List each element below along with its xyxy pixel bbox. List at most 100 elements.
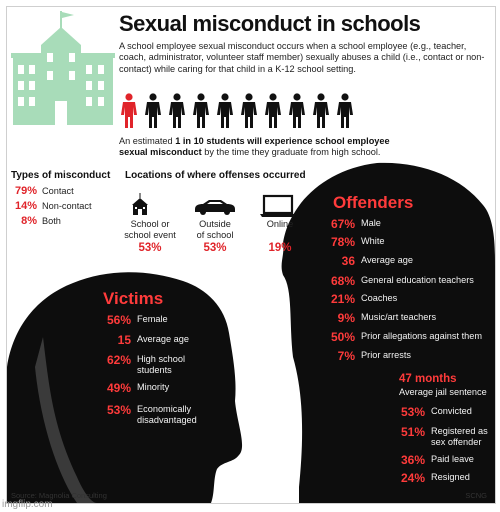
victim-row: 49% Minority xyxy=(93,381,233,411)
jail-value: 47 months xyxy=(399,373,457,385)
victim-label: Minority xyxy=(137,382,170,392)
offender-row: 9% Music/art teachers xyxy=(313,311,493,327)
victim-value: 53% xyxy=(106,403,131,417)
person-icon xyxy=(145,93,161,128)
offender-row: 78% White xyxy=(313,235,493,251)
person-icon xyxy=(169,93,185,128)
infographic: Sexual misconduct in schools A school em… xyxy=(6,6,496,504)
person-icon xyxy=(337,93,353,128)
type-label: Both xyxy=(42,216,61,226)
person-icon xyxy=(241,93,257,128)
offender-label: Prior arrests xyxy=(361,350,412,360)
car-icon xyxy=(195,200,235,215)
outcome-label: Paid leave xyxy=(431,454,474,464)
offender-label: Music/art teachers xyxy=(361,312,437,322)
victim-label: High school students xyxy=(137,354,186,375)
offender-value: 67% xyxy=(330,217,355,231)
location-item: Online 19% xyxy=(249,185,311,265)
location-label: Online xyxy=(266,219,294,229)
outcome-row: 36% Paid leave xyxy=(387,453,495,481)
offender-row: 50% Prior allegations against them xyxy=(313,330,493,346)
offender-row: 68% General education teachers xyxy=(313,274,493,290)
locations-heading: Locations of where offenses occurred xyxy=(125,170,306,181)
type-row: 79% Contact xyxy=(11,185,121,199)
offender-row: 36 Average age xyxy=(313,254,493,270)
victim-value: 56% xyxy=(106,313,131,327)
victim-silhouette xyxy=(7,272,243,503)
people-row xyxy=(119,93,359,131)
types-heading: Types of misconduct xyxy=(11,170,111,181)
watermark: imgflip.com xyxy=(2,499,53,510)
offender-silhouette xyxy=(281,162,495,503)
type-value: 14% xyxy=(14,200,37,212)
person-icon xyxy=(265,93,281,128)
location-value: 53% xyxy=(138,242,162,254)
offender-value: 36 xyxy=(341,254,355,268)
type-row: 8% Both xyxy=(11,215,121,229)
victim-value: 49% xyxy=(106,381,131,395)
school-building-icon xyxy=(11,11,115,125)
victim-row: 53% Economically disadvantaged xyxy=(93,403,233,433)
type-row: 14% Non-contact xyxy=(11,200,121,214)
location-label: school event xyxy=(124,230,176,240)
offender-value: 9% xyxy=(337,311,355,325)
offender-label: General education teachers xyxy=(361,275,474,285)
person-icon xyxy=(217,93,233,128)
offender-label: Prior allegations against them xyxy=(361,331,483,341)
offender-label: Coaches xyxy=(361,293,398,303)
intro-text: A school employee sexual misconduct occu… xyxy=(119,41,485,74)
page-title: Sexual misconduct in schools xyxy=(119,11,421,36)
person-icon xyxy=(289,93,305,128)
location-item: School or school event 53% xyxy=(119,185,181,265)
locations-list: School or school event 53% Outside of school… xyxy=(119,185,299,265)
offender-label: White xyxy=(361,236,385,246)
silhouettes xyxy=(7,162,495,503)
type-label: Non-contact xyxy=(42,201,92,211)
offender-value: 68% xyxy=(330,274,355,288)
offender-row: 7% Prior arrests xyxy=(313,349,493,365)
offender-label: Average age xyxy=(361,255,413,265)
offender-row: 21% Coaches xyxy=(313,292,493,308)
jail-label: Average jail sentence xyxy=(399,387,487,397)
location-item: Outside of school 53% xyxy=(184,185,246,265)
location-label: School or xyxy=(130,219,170,229)
victim-row: 56% Female xyxy=(93,313,233,343)
victims-heading: Victims xyxy=(103,289,164,308)
victim-value: 15 xyxy=(117,333,131,347)
victim-row: 62% High school students xyxy=(93,353,233,383)
outcome-label: Convicted xyxy=(431,406,472,416)
outcome-value: 53% xyxy=(400,405,425,419)
location-label: Outside xyxy=(199,219,231,229)
type-value: 8% xyxy=(21,215,37,227)
source-note: Source: Magnolia Consulting xyxy=(11,491,107,500)
offender-value: 21% xyxy=(330,292,355,306)
outcome-label: Registered as sex offender xyxy=(431,426,488,447)
estimate-text: An estimated 1 in 10 students will exper… xyxy=(119,136,390,158)
highlighted-person-icon xyxy=(121,93,137,128)
victim-value: 62% xyxy=(106,353,131,367)
credit: SCNG xyxy=(465,491,487,500)
location-label: of school xyxy=(196,230,234,240)
outcome-row: 51% Registered as sex offender xyxy=(387,425,495,453)
offender-row: 67% Male xyxy=(313,217,493,233)
offender-value: 7% xyxy=(337,349,355,363)
location-value: 53% xyxy=(203,242,227,254)
outcome-label: Resigned xyxy=(431,472,470,482)
victim-label: Female xyxy=(137,314,168,324)
person-icon xyxy=(193,93,209,128)
type-value: 79% xyxy=(14,185,37,197)
outcome-value: 24% xyxy=(400,471,425,485)
offender-label: Male xyxy=(361,218,381,228)
person-icon xyxy=(313,93,329,128)
offenders-heading: Offenders xyxy=(333,193,414,212)
outcome-row: 24% Resigned xyxy=(387,471,495,499)
offender-value: 78% xyxy=(330,235,355,249)
offender-value: 50% xyxy=(330,330,355,344)
location-value: 19% xyxy=(268,242,292,254)
victim-label: Average age xyxy=(137,334,189,344)
outcome-value: 51% xyxy=(400,425,425,439)
type-label: Contact xyxy=(42,186,74,196)
victim-row: 15 Average age xyxy=(93,333,233,363)
school-bus-icon xyxy=(132,193,148,215)
victim-label: Economically disadvantaged xyxy=(137,404,197,425)
